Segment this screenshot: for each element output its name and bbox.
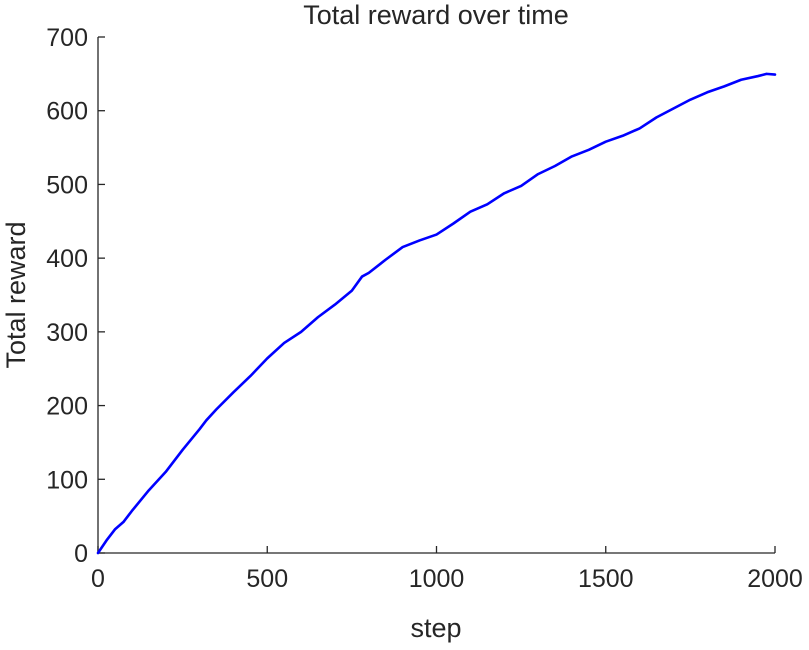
chart-title: Total reward over time: [303, 0, 569, 30]
x-tick-label: 0: [91, 565, 105, 593]
y-tick-label: 0: [74, 540, 88, 568]
y-tick-label: 200: [46, 393, 88, 421]
axes: [97, 37, 775, 554]
y-tick-label: 500: [46, 171, 88, 199]
x-tick-label: 500: [246, 565, 288, 593]
series-line: [96, 72, 777, 555]
y-axis-label: Total reward: [1, 221, 31, 368]
x-axis-label: step: [410, 613, 461, 643]
y-tick-label: 100: [46, 466, 88, 494]
y-tick-label: 600: [46, 98, 88, 126]
y-tick-label: 400: [46, 245, 88, 273]
x-tick-label: 1000: [409, 565, 465, 593]
x-tick-label: 1500: [578, 565, 634, 593]
series-layer: [96, 72, 777, 555]
y-tick-label: 300: [46, 319, 88, 347]
x-tick-label: 2000: [747, 565, 803, 593]
y-tick-label: 700: [46, 24, 88, 52]
ticks: 0 500 1000 1500 2000 0 100 200 300 400 500 600 700: [46, 24, 803, 593]
